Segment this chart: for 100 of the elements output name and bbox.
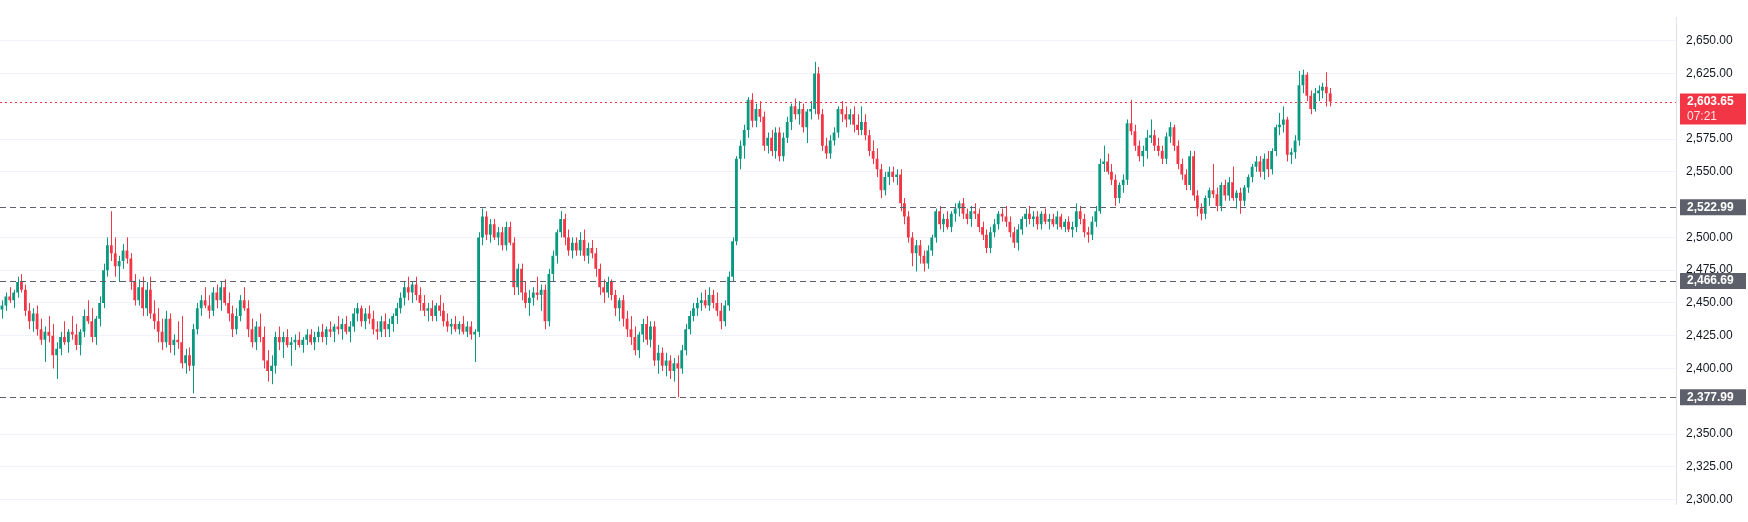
candlestick [23, 284, 27, 317]
candlestick [406, 276, 410, 301]
candlestick [742, 124, 746, 160]
candlestick [74, 323, 78, 351]
candlestick [1262, 153, 1266, 181]
candlestick [20, 273, 23, 293]
candlestick [1016, 223, 1020, 252]
candlestick [391, 312, 395, 333]
candlestick [570, 236, 574, 259]
candlestick [438, 294, 441, 317]
candlestick [910, 231, 914, 267]
candlestick [117, 255, 121, 283]
candlestick [1117, 181, 1121, 204]
candlestick [1223, 179, 1227, 202]
candlestick [660, 347, 664, 372]
candlestick [617, 297, 621, 322]
candlestick [188, 347, 191, 372]
candlestick [610, 278, 613, 301]
y-tick-label: 2,400.00 [1686, 360, 1734, 375]
candlestick [1207, 187, 1211, 207]
candlestick [883, 171, 887, 196]
candlestick [195, 302, 199, 335]
candlestick [387, 318, 391, 338]
candlestick [172, 333, 176, 356]
candlestick [938, 205, 941, 231]
candlestick [1153, 129, 1156, 152]
candlestick [219, 281, 223, 312]
candlestick [152, 299, 156, 330]
candlestick [695, 297, 699, 317]
candlestick [496, 226, 500, 246]
y-tick-label: 2,650.00 [1686, 33, 1734, 48]
candlestick [945, 210, 949, 231]
candlestick [238, 294, 242, 322]
y-tick-label: 2,300.00 [1686, 491, 1734, 506]
candlestick [277, 326, 281, 351]
candlestick [871, 139, 875, 165]
candlestick [363, 307, 367, 330]
candlestick [785, 116, 789, 144]
candlestick [996, 210, 1000, 231]
candlestick [434, 302, 438, 322]
candlestick [426, 302, 430, 322]
candlestick [781, 132, 785, 162]
ref-line-label: 2,603.65 [1687, 93, 1735, 108]
candlestick [578, 231, 582, 257]
ref-line-label: 2,377.99 [1687, 389, 1735, 404]
candlestick [777, 126, 781, 162]
candlestick [676, 354, 680, 398]
candlestick [789, 103, 793, 131]
candlestick [324, 326, 328, 346]
candlestick [516, 263, 520, 296]
y-tick-label: 2,325.00 [1686, 459, 1734, 474]
candlestick [285, 328, 289, 349]
candlestick [906, 210, 910, 244]
candlestick [832, 126, 836, 147]
candlestick [492, 218, 496, 241]
candlestick [988, 226, 992, 254]
candlestick [1246, 173, 1250, 194]
candlestick [801, 103, 805, 134]
candlestick [805, 108, 809, 144]
candlestick [703, 289, 707, 309]
candlestick [1121, 173, 1125, 194]
candlestick [715, 291, 719, 317]
candlestick [1113, 173, 1117, 207]
candlestick [656, 344, 660, 375]
candlestick [860, 105, 863, 136]
candlestick [1242, 184, 1246, 207]
candlestick [63, 320, 66, 346]
candlestick [531, 286, 535, 307]
candlestick [445, 312, 449, 333]
candlestick [281, 331, 285, 359]
y-tick-label: 2,450.00 [1686, 295, 1734, 310]
candlestick [109, 210, 113, 262]
candlestick [35, 305, 39, 337]
candlestick [1227, 176, 1231, 202]
ref-line-label: 2,522.99 [1687, 199, 1735, 214]
candlestick [215, 284, 219, 309]
candlestick [488, 218, 492, 244]
candlestick [613, 289, 617, 317]
candlestick [1156, 137, 1160, 157]
candlestick [66, 328, 70, 354]
candlestick [242, 286, 246, 312]
candlestick [234, 307, 238, 335]
candlestick [1250, 163, 1254, 183]
candlestick [27, 302, 31, 330]
candlestick [160, 318, 164, 351]
candlestick [520, 263, 523, 301]
candlestick [410, 281, 414, 304]
candlestick [1082, 213, 1086, 238]
candlestick [199, 294, 203, 317]
candlestick [1219, 181, 1223, 212]
candlestick [156, 307, 160, 343]
y-tick-label: 2,350.00 [1686, 426, 1734, 441]
candlestick [1235, 189, 1238, 210]
candlestick [649, 320, 652, 349]
candlestick [484, 210, 488, 241]
candlestick [203, 286, 207, 309]
candlestick [344, 315, 348, 335]
candlestick [371, 310, 375, 335]
candlestick [828, 134, 832, 160]
candlestick [527, 289, 531, 317]
